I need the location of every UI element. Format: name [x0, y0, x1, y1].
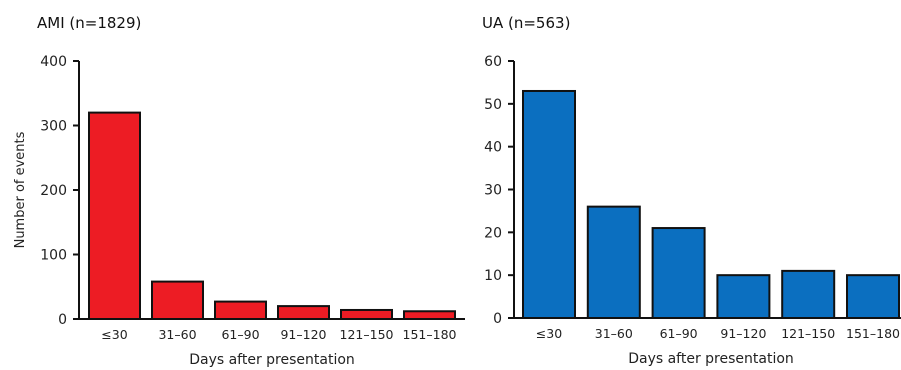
- y-tick-label: 200: [40, 183, 67, 199]
- bar: [586, 205, 641, 319]
- bar: [522, 89, 576, 319]
- x-tick-label: 151–180: [403, 327, 457, 342]
- x-tick-label: 61–90: [221, 327, 259, 342]
- x-tick-label: 61–90: [660, 326, 698, 341]
- y-tick-label: 50: [484, 97, 502, 113]
- bar: [214, 300, 267, 320]
- y-tick-label: 60: [484, 54, 502, 70]
- y-tick-label: 0: [58, 312, 67, 328]
- bar: [651, 227, 706, 319]
- bar: [846, 274, 900, 319]
- ua-bar-chart: 0 10 20 30 40 50 60 ≤30 31–60 61–90 91–120 121–150 1…: [484, 54, 901, 367]
- chart-title: UA (n=563): [482, 14, 571, 32]
- bar: [340, 308, 393, 321]
- chart-title: AMI (n=1829): [37, 14, 142, 32]
- x-tick-label: 121–150: [340, 327, 394, 342]
- ami-bar-chart: 0 100 200 300 400 ≤30 31–60 61–90 91–120 121–150 1…: [13, 54, 465, 368]
- bar: [716, 274, 771, 319]
- bar: [403, 310, 456, 321]
- y-tick-label: 20: [484, 225, 502, 241]
- ua-chart: UA (n=563) 0 10 20 30 40 50 60 ≤30 31–60 61–90 91–…: [450, 0, 901, 370]
- y-tick-label: 300: [40, 119, 67, 135]
- x-tick-label: ≤30: [101, 327, 127, 342]
- bar: [277, 305, 330, 321]
- x-axis-label: Days after presentation: [628, 351, 794, 367]
- x-tick-label: 151–180: [846, 326, 900, 341]
- x-tick-label: ≤30: [536, 326, 562, 341]
- x-tick-label: 121–150: [781, 326, 835, 341]
- x-tick-label: 91–120: [280, 327, 326, 342]
- x-tick-label: 31–60: [158, 327, 196, 342]
- x-tick-label: 31–60: [595, 326, 633, 341]
- bar: [151, 280, 204, 320]
- y-tick-label: 100: [40, 248, 67, 264]
- y-tick-label: 40: [484, 140, 502, 156]
- y-tick-label: 0: [493, 311, 502, 327]
- y-axis-label: Number of events: [13, 131, 28, 248]
- ami-chart: AMI (n=1829) 0 100 200 300 400 ≤30 31–60 61–90 9…: [13, 14, 465, 368]
- y-tick-label: 10: [484, 268, 502, 284]
- x-tick-label: 91–120: [720, 326, 766, 341]
- y-tick-label: 30: [484, 183, 502, 199]
- x-axis-label: Days after presentation: [189, 352, 355, 368]
- y-tick-label: 400: [40, 54, 67, 70]
- bar: [781, 269, 836, 319]
- bar: [88, 111, 141, 320]
